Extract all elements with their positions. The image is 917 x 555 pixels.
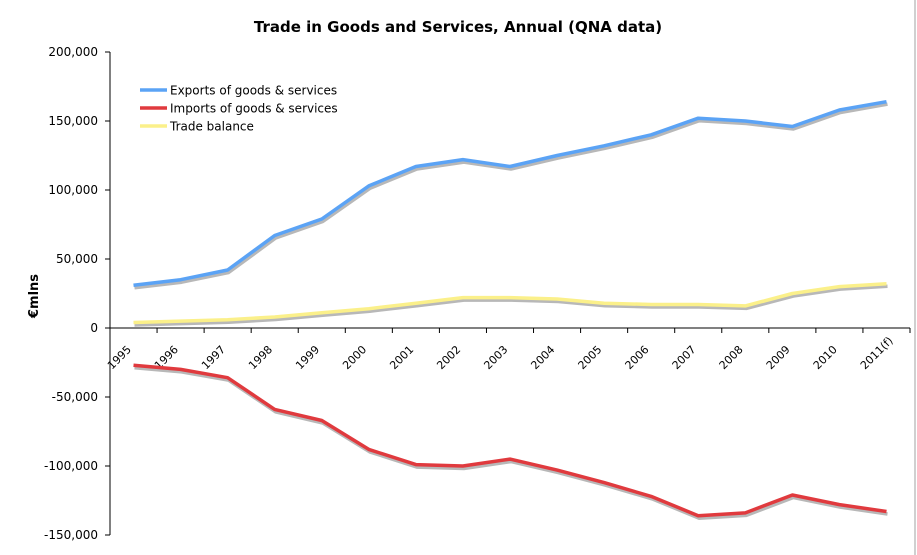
data-point xyxy=(838,285,841,288)
data-point xyxy=(320,419,323,422)
data-point xyxy=(273,315,276,318)
data-point xyxy=(320,311,323,314)
data-point xyxy=(414,463,417,466)
data-point xyxy=(132,321,135,324)
legend: Exports of goods & services Imports of go… xyxy=(140,84,338,134)
data-point xyxy=(320,217,323,220)
data-point xyxy=(461,296,464,299)
y-tick-label: 200,000 xyxy=(48,45,98,59)
data-point xyxy=(226,318,229,321)
data-point xyxy=(650,303,653,306)
data-point xyxy=(885,100,888,103)
data-point xyxy=(367,184,370,187)
legend-label: Exports of goods & services xyxy=(170,84,337,98)
data-point xyxy=(273,408,276,411)
y-tick-label: 50,000 xyxy=(56,252,98,266)
data-point xyxy=(461,465,464,468)
data-point xyxy=(367,448,370,451)
legend-label: Trade balance xyxy=(169,120,254,134)
data-point xyxy=(179,320,182,323)
data-point xyxy=(556,154,559,157)
y-tick-label: 100,000 xyxy=(48,183,98,197)
data-point xyxy=(885,282,888,285)
data-point xyxy=(132,364,135,367)
series-shadow xyxy=(134,284,888,327)
data-point xyxy=(509,296,512,299)
data-point xyxy=(791,292,794,295)
data-point xyxy=(885,510,888,513)
data-point xyxy=(414,165,417,168)
data-point xyxy=(744,511,747,514)
chart-title: Trade in Goods and Services, Annual (QNA… xyxy=(254,18,662,36)
data-point xyxy=(273,234,276,237)
data-point xyxy=(603,144,606,147)
data-point xyxy=(744,304,747,307)
series-layer xyxy=(132,99,888,520)
data-point xyxy=(179,368,182,371)
data-point xyxy=(650,133,653,136)
y-axis-label: €mlns xyxy=(27,274,42,319)
data-point xyxy=(509,458,512,461)
y-tick-label: 0 xyxy=(90,321,98,335)
data-point xyxy=(697,117,700,120)
data-point xyxy=(744,120,747,123)
data-point xyxy=(226,269,229,272)
data-point xyxy=(603,302,606,305)
y-axis: 200,000 150,000 100,000 50,000 0 -50,000 -100,… xyxy=(44,45,111,542)
data-point xyxy=(367,307,370,310)
legend-label: Imports of goods & services xyxy=(170,102,338,116)
data-point xyxy=(791,493,794,496)
data-point xyxy=(791,125,794,128)
data-point xyxy=(556,298,559,301)
data-point xyxy=(603,481,606,484)
data-point xyxy=(650,495,653,498)
y-tick-label: -50,000 xyxy=(52,390,98,404)
data-point xyxy=(179,278,182,281)
data-point xyxy=(461,158,464,161)
series-shadow xyxy=(134,102,888,290)
series-line-trade-balance xyxy=(133,282,887,325)
y-tick-label: -150,000 xyxy=(44,528,98,542)
y-tick-label: 150,000 xyxy=(48,114,98,128)
data-point xyxy=(414,302,417,305)
series-line-exports-of-goods-services xyxy=(133,99,887,287)
data-point xyxy=(132,284,135,287)
data-point xyxy=(838,503,841,506)
y-tick-label: -100,000 xyxy=(44,459,98,473)
data-point xyxy=(697,514,700,517)
data-point xyxy=(838,108,841,111)
data-point xyxy=(697,303,700,306)
data-point xyxy=(226,376,229,379)
data-point xyxy=(556,469,559,472)
data-point xyxy=(509,165,512,168)
series-line-imports-of-goods-services xyxy=(133,363,887,518)
